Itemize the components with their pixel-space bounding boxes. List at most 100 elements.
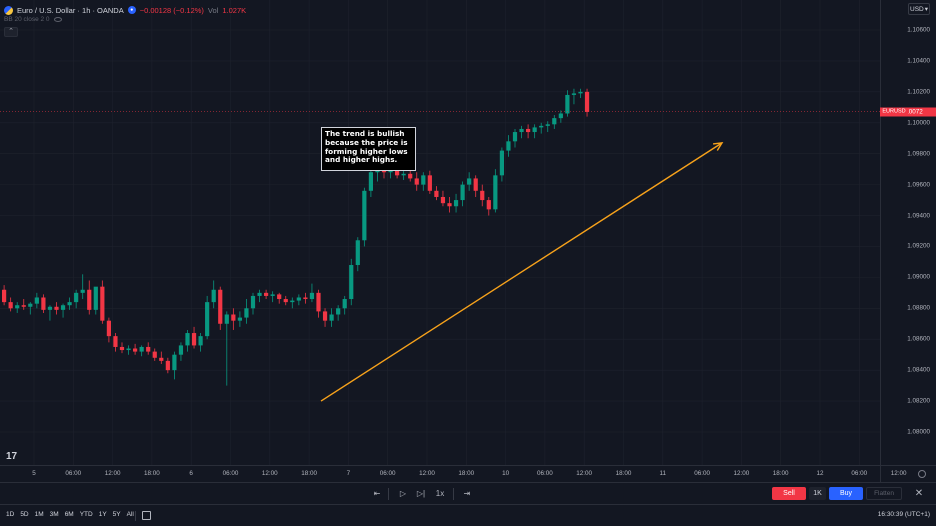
candle[interactable] bbox=[54, 302, 59, 315]
candle[interactable] bbox=[165, 357, 170, 374]
candle[interactable] bbox=[480, 184, 485, 207]
candle[interactable] bbox=[159, 351, 164, 364]
settings-icon[interactable] bbox=[918, 470, 926, 478]
candle[interactable] bbox=[15, 302, 20, 313]
calendar-icon[interactable] bbox=[142, 511, 151, 520]
range-ytd[interactable]: YTD bbox=[79, 511, 93, 518]
candle[interactable] bbox=[453, 193, 459, 213]
candle[interactable] bbox=[270, 291, 275, 303]
eye-hidden-icon[interactable] bbox=[53, 17, 62, 22]
candle[interactable] bbox=[434, 186, 439, 201]
replay-speed[interactable]: 1x bbox=[435, 489, 445, 498]
candle[interactable] bbox=[421, 172, 426, 191]
candle[interactable] bbox=[303, 292, 308, 304]
range-5d[interactable]: 5D bbox=[20, 511, 29, 518]
step-forward-icon[interactable]: ▷| bbox=[416, 489, 426, 498]
buy-button[interactable]: Buy bbox=[829, 487, 863, 500]
candle[interactable] bbox=[512, 128, 518, 148]
candle[interactable] bbox=[309, 283, 315, 303]
candle[interactable] bbox=[231, 308, 236, 330]
trend-arrow-head[interactable] bbox=[712, 141, 724, 151]
candle[interactable] bbox=[198, 333, 203, 352]
candle[interactable] bbox=[565, 90, 570, 117]
sell-button[interactable]: Sell bbox=[772, 487, 806, 500]
candle[interactable] bbox=[191, 326, 197, 349]
range-1y[interactable]: 1Y bbox=[98, 511, 107, 518]
candle[interactable] bbox=[21, 299, 26, 310]
candle[interactable] bbox=[355, 237, 360, 272]
range-1d[interactable]: 1D bbox=[6, 511, 15, 518]
candle[interactable] bbox=[119, 342, 125, 354]
candle[interactable] bbox=[336, 305, 341, 321]
candle[interactable] bbox=[113, 333, 118, 352]
candle[interactable] bbox=[224, 311, 229, 386]
candle[interactable] bbox=[93, 286, 98, 315]
candle[interactable] bbox=[414, 172, 419, 191]
candle[interactable] bbox=[100, 280, 105, 324]
candle[interactable] bbox=[506, 135, 511, 157]
candle[interactable] bbox=[152, 348, 157, 361]
candle[interactable] bbox=[237, 311, 242, 327]
candle[interactable] bbox=[178, 342, 184, 361]
trend-annotation[interactable]: The trend is bullish because the price i… bbox=[321, 127, 416, 171]
axis-corner[interactable] bbox=[880, 465, 936, 482]
quantity-field[interactable]: 1K bbox=[809, 487, 826, 500]
candle[interactable] bbox=[87, 280, 92, 315]
candle[interactable] bbox=[41, 294, 46, 313]
close-icon[interactable]: ✕ bbox=[914, 488, 924, 499]
candle[interactable] bbox=[257, 289, 262, 303]
candle[interactable] bbox=[139, 345, 144, 357]
candle[interactable] bbox=[440, 190, 446, 207]
range-3m[interactable]: 3M bbox=[49, 511, 59, 518]
candle[interactable] bbox=[146, 342, 151, 355]
candle[interactable] bbox=[362, 187, 367, 247]
candle[interactable] bbox=[34, 292, 39, 309]
candle[interactable] bbox=[473, 175, 478, 197]
candle[interactable] bbox=[185, 329, 190, 352]
candle[interactable] bbox=[486, 196, 491, 216]
candle[interactable] bbox=[47, 305, 53, 321]
range-1m[interactable]: 1M bbox=[34, 511, 44, 518]
candle[interactable] bbox=[539, 122, 544, 134]
candle[interactable] bbox=[368, 166, 373, 197]
collapse-legend-button[interactable]: ⌃ bbox=[4, 27, 18, 37]
candle[interactable] bbox=[80, 274, 85, 300]
candle[interactable] bbox=[532, 124, 537, 139]
price-axis[interactable]: USD ▾ 1.10600 1.10400 1.10200 1.10000 1.09800… bbox=[880, 0, 936, 465]
candle[interactable] bbox=[264, 289, 269, 300]
range-6m[interactable]: 6M bbox=[64, 511, 74, 518]
candle[interactable] bbox=[427, 170, 432, 194]
candle[interactable] bbox=[316, 289, 321, 318]
candle[interactable] bbox=[578, 88, 583, 99]
indicator-legend[interactable]: BB 20 close 2 0 bbox=[4, 16, 62, 23]
candle[interactable] bbox=[329, 308, 334, 327]
candle[interactable] bbox=[408, 169, 413, 182]
candle[interactable] bbox=[250, 292, 256, 315]
range-all[interactable]: All bbox=[126, 511, 134, 518]
candle[interactable] bbox=[74, 289, 79, 309]
candle[interactable] bbox=[172, 351, 177, 380]
candle[interactable] bbox=[218, 286, 223, 330]
candle[interactable] bbox=[447, 196, 452, 213]
candle[interactable] bbox=[133, 343, 138, 355]
candle[interactable] bbox=[296, 294, 301, 306]
market-status-icon[interactable]: ● bbox=[127, 6, 136, 14]
candle[interactable] bbox=[342, 295, 347, 315]
currency-selector[interactable]: USD ▾ bbox=[908, 3, 930, 15]
symbol-title[interactable]: Euro / U.S. Dollar · 1h · OANDA bbox=[17, 5, 124, 15]
candle[interactable] bbox=[106, 317, 111, 343]
candle[interactable] bbox=[526, 124, 531, 139]
candle[interactable] bbox=[584, 88, 590, 117]
candle[interactable] bbox=[322, 308, 328, 327]
candle[interactable] bbox=[558, 110, 563, 123]
candle[interactable] bbox=[8, 297, 13, 312]
candle[interactable] bbox=[460, 181, 465, 207]
candle[interactable] bbox=[2, 285, 7, 306]
chart-area[interactable]: Euro / U.S. Dollar · 1h · OANDA ● −0.001… bbox=[0, 0, 880, 465]
candle[interactable] bbox=[67, 297, 72, 310]
candle[interactable] bbox=[277, 292, 282, 304]
candle[interactable] bbox=[283, 295, 288, 306]
range-5y[interactable]: 5Y bbox=[112, 511, 121, 518]
clock[interactable]: 16:30:39 (UTC+1) bbox=[877, 511, 930, 518]
candle[interactable] bbox=[28, 302, 33, 315]
